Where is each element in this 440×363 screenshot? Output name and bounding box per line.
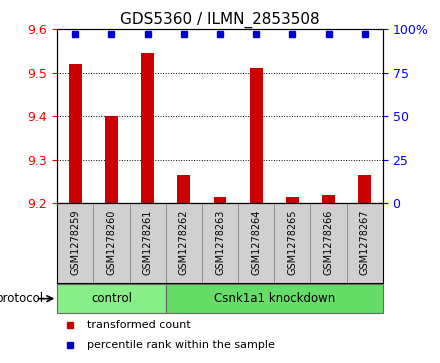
Bar [129, 204, 166, 283]
Bar [238, 204, 274, 283]
Text: GSM1278267: GSM1278267 [360, 210, 370, 275]
Bar [177, 175, 190, 204]
Text: protocol: protocol [0, 292, 44, 305]
Title: GDS5360 / ILMN_2853508: GDS5360 / ILMN_2853508 [120, 12, 320, 28]
Text: control: control [91, 292, 132, 305]
Bar [105, 116, 118, 204]
Bar [166, 204, 202, 283]
Bar [286, 197, 299, 204]
Bar [214, 197, 226, 204]
Bar [166, 284, 383, 313]
Text: GSM1278265: GSM1278265 [287, 210, 297, 275]
Bar [202, 204, 238, 283]
Bar [311, 204, 347, 283]
Bar [359, 175, 371, 204]
Text: GSM1278262: GSM1278262 [179, 210, 189, 275]
Bar [57, 204, 93, 283]
Text: transformed count: transformed count [87, 320, 190, 330]
Bar [69, 64, 82, 204]
Text: GSM1278264: GSM1278264 [251, 210, 261, 275]
Bar [347, 204, 383, 283]
Bar [141, 53, 154, 204]
Text: GSM1278259: GSM1278259 [70, 210, 80, 275]
Text: percentile rank within the sample: percentile rank within the sample [87, 340, 275, 350]
Bar [57, 284, 166, 313]
Text: GSM1278260: GSM1278260 [106, 210, 117, 275]
Text: Csnk1a1 knockdown: Csnk1a1 knockdown [214, 292, 335, 305]
Text: GSM1278266: GSM1278266 [323, 210, 334, 275]
Bar [274, 204, 311, 283]
Bar [93, 204, 129, 283]
Bar [250, 68, 263, 204]
Text: GSM1278261: GSM1278261 [143, 210, 153, 275]
Text: GSM1278263: GSM1278263 [215, 210, 225, 275]
Bar [322, 195, 335, 204]
